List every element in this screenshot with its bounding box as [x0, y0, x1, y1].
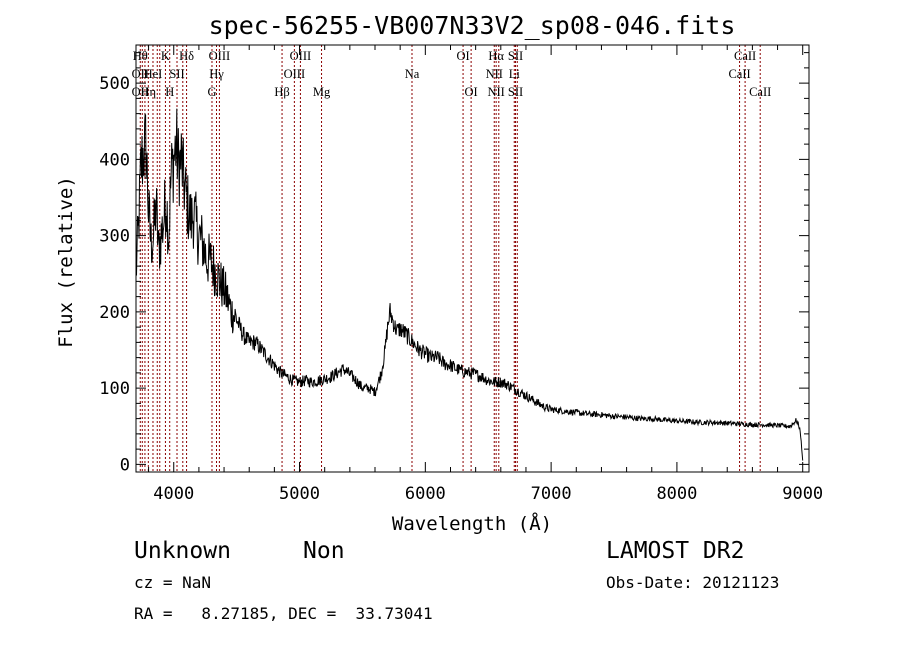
- y-tick-label: 400: [99, 150, 130, 170]
- spectrum-line: [135, 108, 804, 461]
- line-label: CaII: [734, 49, 756, 63]
- x-axis-label: Wavelength (Å): [392, 512, 552, 535]
- line-label: Hθ: [133, 49, 148, 63]
- line-label: HeI: [144, 67, 163, 81]
- object-class: Unknown: [134, 538, 231, 564]
- line-label: OIII: [209, 49, 231, 63]
- line-label: OIII: [290, 49, 312, 63]
- line-label: SII: [169, 67, 184, 81]
- line-label: CaII: [749, 85, 771, 99]
- line-label: Hγ: [209, 67, 224, 81]
- x-tick-label: 9000: [782, 484, 823, 504]
- line-label: CaII: [728, 67, 750, 81]
- line-label: OI: [465, 85, 478, 99]
- line-label: SII: [508, 49, 523, 63]
- line-label: Na: [405, 67, 420, 81]
- line-label: OIII: [284, 67, 306, 81]
- line-label: Hα: [488, 49, 504, 63]
- survey-name: LAMOST DR2: [606, 538, 745, 564]
- coordinates: RA = 8.27185, DEC = 33.73041: [134, 604, 433, 623]
- y-axis-label: Flux (relative): [55, 176, 77, 348]
- y-axis-ticks: 0 100 200 300 400 500: [99, 52, 809, 475]
- line-label: Mg: [313, 85, 331, 99]
- line-markers: [139, 45, 761, 472]
- x-tick-label: 4000: [153, 484, 194, 504]
- line-label: Li: [509, 67, 521, 81]
- y-tick-label: 200: [99, 303, 130, 323]
- redshift-value: cz = NaN: [134, 573, 212, 592]
- y-tick-label: 100: [99, 379, 130, 399]
- line-label: Hβ: [274, 85, 289, 99]
- chart-title: spec-56255-VB007N33V2_sp08-046.fits: [209, 11, 736, 40]
- line-label: SII: [508, 85, 523, 99]
- x-tick-label: 8000: [656, 484, 697, 504]
- obs-date: Obs-Date: 20121123: [606, 573, 780, 592]
- plot-frame: [135, 44, 810, 473]
- line-label: K: [161, 49, 170, 63]
- line-label: G: [207, 85, 216, 99]
- x-tick-label: 7000: [531, 484, 572, 504]
- y-tick-label: 300: [99, 227, 130, 247]
- x-tick-label: 6000: [405, 484, 446, 504]
- y-tick-label: 0: [120, 455, 130, 475]
- line-label: H: [165, 85, 174, 99]
- line-label: OI: [456, 49, 469, 63]
- line-labels: HθOIIOIIHηHeIKHSIIHδGHγOIIIHβOIIIOIIIMgN…: [132, 49, 772, 99]
- line-label: Hη: [141, 85, 157, 99]
- line-label: NII: [487, 85, 504, 99]
- object-subclass: Non: [303, 538, 345, 564]
- x-tick-label: 5000: [279, 484, 320, 504]
- y-tick-label: 500: [99, 74, 130, 94]
- line-label: Hδ: [179, 49, 194, 63]
- x-axis-ticks: 4000 5000 6000 7000 8000 9000: [148, 45, 823, 504]
- line-label: NII: [486, 67, 503, 81]
